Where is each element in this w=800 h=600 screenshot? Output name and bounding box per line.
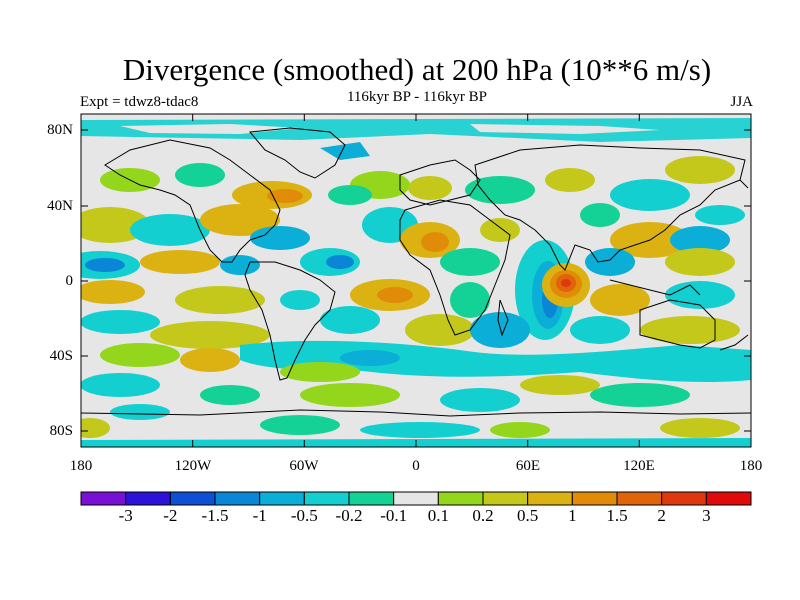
colorbar-label: -1 [252, 506, 267, 525]
chart-title: Divergence (smoothed) at 200 hPa (10**6 … [122, 52, 712, 87]
colorbar-swatch [527, 491, 573, 506]
x-tick-label: 60E [515, 458, 541, 474]
colorbar-swatch [705, 491, 752, 506]
colorbar-label: -0.1 [380, 506, 408, 525]
colorbar-label: -1.5 [201, 506, 229, 525]
colorbar-label: 0.5 [517, 506, 539, 525]
colorbar-label: 1.5 [606, 506, 628, 525]
colorbar-swatch [214, 491, 261, 506]
colorbar-swatch [259, 491, 305, 506]
x-axis-ticks [192, 114, 640, 447]
x-tick-label: 60W [289, 458, 319, 474]
y-tick-label: 80N [47, 122, 73, 138]
experiment-label: Expt = tdwz8-tdac8 [80, 94, 199, 110]
colorbar-swatch [482, 491, 529, 506]
colorbar-swatch [437, 491, 484, 506]
y-tick-label: 40S [49, 348, 73, 364]
divergence-field [81, 118, 751, 447]
colorbar-label: 2 [657, 506, 666, 525]
colorbar-swatch [661, 491, 707, 506]
x-tick-label: 120W [174, 458, 212, 474]
colorbar-swatch [125, 491, 171, 506]
colorbar-label: 3 [702, 506, 711, 525]
colorbar-swatch [393, 491, 439, 506]
colorbar-label: 0.1 [427, 506, 449, 525]
colorbar-swatch [348, 491, 395, 506]
y-tick-label: 40N [47, 198, 73, 214]
colorbar-label: -0.2 [335, 506, 363, 525]
x-tick-label: 180 [739, 458, 763, 474]
y-tick-label: 0 [65, 273, 74, 289]
chart-subtitle: 116kyr BP - 116kyr BP [346, 89, 487, 105]
season-label: JJA [730, 94, 753, 110]
y-tick-label: 80S [49, 423, 73, 439]
x-tick-label: 120E [623, 458, 655, 474]
colorbar-swatch [169, 491, 216, 506]
y-axis-ticks [81, 129, 751, 432]
colorbar-swatch [616, 491, 663, 506]
colorbar-label: -3 [118, 506, 133, 525]
colorbar-swatch [80, 491, 127, 506]
colorbar-swatch [571, 491, 618, 506]
colorbar-label: -0.5 [290, 506, 318, 525]
colorbar [80, 491, 752, 506]
x-tick-label: 0 [412, 458, 420, 474]
colorbar-swatch [303, 491, 350, 506]
colorbar-label: 1 [568, 506, 577, 525]
colorbar-label: 0.2 [472, 506, 494, 525]
coastlines [81, 127, 751, 417]
x-tick-label: 180 [69, 458, 93, 474]
colorbar-label: -2 [163, 506, 178, 525]
